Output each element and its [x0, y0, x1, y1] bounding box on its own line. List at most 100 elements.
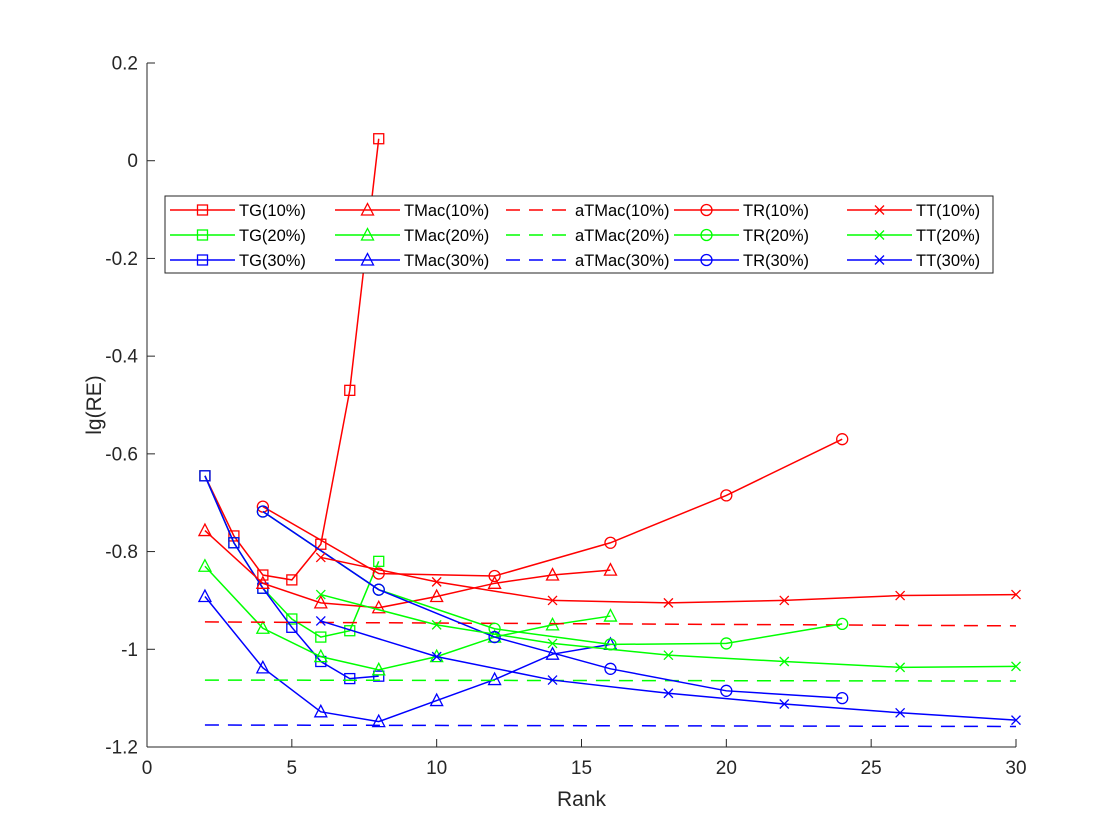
- data-point: [488, 630, 501, 644]
- series-line: [204, 621, 1017, 627]
- data-point: [429, 692, 444, 707]
- data-point: [779, 656, 790, 667]
- data-point: [197, 522, 213, 537]
- data-point: [257, 569, 269, 581]
- data-point: [431, 576, 442, 587]
- legend-item-atmac-30: aTMac(30%): [506, 252, 669, 270]
- data-point: [488, 569, 501, 583]
- legend-item-tmac-30: TMac(30%): [335, 252, 489, 270]
- legend-label: TR(10%): [743, 202, 809, 220]
- x-tick-label: 0: [142, 758, 153, 779]
- data-point: [836, 433, 849, 446]
- y-tick-label: -0.6: [105, 444, 138, 465]
- data-point: [255, 620, 270, 634]
- x-tick-label: 15: [571, 758, 592, 779]
- legend-label: aTMac(20%): [575, 227, 669, 245]
- data-point: [373, 555, 385, 567]
- series-atmac-10: [204, 621, 1017, 627]
- y-tick-label: -0.2: [105, 249, 138, 270]
- y-tick-label: 0.2: [112, 54, 138, 75]
- data-point: [372, 567, 385, 580]
- legend-label: TT(10%): [916, 202, 980, 220]
- y-tick-label: -0.8: [105, 542, 138, 563]
- data-point: [197, 558, 213, 572]
- data-point: [487, 575, 502, 589]
- legend-marker: [196, 204, 209, 216]
- y-tick-label: 0: [127, 151, 138, 172]
- legend-label: TG(30%): [239, 252, 306, 270]
- legend-marker: [196, 229, 209, 241]
- data-point: [779, 699, 790, 709]
- data-point: [1011, 661, 1021, 672]
- legend-label: TMac(20%): [404, 227, 489, 245]
- x-tick-label: 5: [287, 758, 298, 779]
- data-point: [255, 575, 270, 589]
- legend-item-tmac-20: TMac(20%): [335, 227, 489, 245]
- legend-marker: [874, 205, 885, 215]
- data-point: [199, 470, 211, 482]
- data-point: [286, 574, 298, 586]
- series-line: [204, 475, 379, 680]
- data-point: [720, 684, 733, 697]
- legend-item-tt-30: TT(30%): [847, 252, 980, 270]
- data-point: [313, 703, 328, 718]
- data-point: [373, 133, 385, 145]
- legend-label: TMac(30%): [404, 252, 489, 270]
- data-point: [603, 608, 618, 622]
- series-tt-20: [315, 589, 1021, 673]
- data-point: [313, 648, 328, 663]
- plot-area: [197, 133, 1021, 728]
- legend-item-atmac-10: aTMac(10%): [506, 202, 669, 220]
- data-point: [371, 599, 386, 614]
- data-point: [313, 594, 328, 609]
- data-point: [1011, 715, 1021, 726]
- data-point: [720, 637, 733, 650]
- data-point: [315, 615, 326, 626]
- y-tick-label: -0.4: [105, 347, 138, 368]
- x-tick-label: 10: [426, 758, 447, 779]
- series-tr-30: [256, 505, 849, 705]
- data-point: [286, 613, 298, 625]
- data-point: [344, 384, 356, 396]
- series-line: [204, 138, 380, 581]
- series-line: [262, 438, 843, 577]
- series-line: [204, 679, 1017, 682]
- x-tick-label: 20: [716, 758, 737, 779]
- series-line: [204, 596, 611, 723]
- data-point: [545, 567, 560, 581]
- data-point: [895, 590, 906, 601]
- data-point: [547, 675, 558, 686]
- data-point: [197, 588, 213, 603]
- x-axis-title: Rank: [557, 788, 607, 811]
- data-point: [604, 536, 617, 549]
- legend-item-atmac-20: aTMac(20%): [506, 227, 669, 245]
- data-point: [255, 659, 270, 674]
- legend-item-tg-20: TG(20%): [170, 227, 306, 245]
- x-tick-label: 30: [1005, 758, 1026, 779]
- series-atmac-30: [204, 724, 1017, 728]
- data-point: [373, 670, 385, 682]
- data-point: [604, 662, 617, 675]
- data-point: [487, 671, 502, 686]
- legend-marker: [196, 254, 209, 266]
- legend-marker: [874, 230, 885, 240]
- data-point: [256, 505, 270, 518]
- data-point: [836, 691, 849, 705]
- legend-label: TMac(10%): [404, 202, 489, 220]
- legend-marker: [700, 228, 713, 242]
- data-point: [663, 597, 674, 608]
- legend-label: aTMac(30%): [575, 252, 669, 270]
- legend-label: TG(10%): [239, 202, 306, 220]
- legend-label: TT(20%): [916, 227, 980, 245]
- legend-item-tt-10: TT(10%): [847, 202, 980, 220]
- data-point: [431, 651, 442, 662]
- legend-label: TR(20%): [743, 227, 809, 245]
- data-point: [547, 595, 558, 606]
- legend-marker: [874, 255, 885, 265]
- legend-item-tr-10: TR(10%): [674, 202, 809, 220]
- data-point: [779, 595, 790, 606]
- legend-marker: [360, 202, 375, 216]
- data-point: [1011, 589, 1021, 600]
